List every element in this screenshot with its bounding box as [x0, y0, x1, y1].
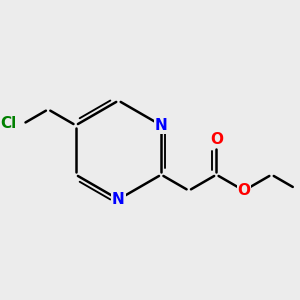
Text: N: N: [112, 192, 125, 207]
Text: N: N: [155, 118, 168, 133]
Text: Cl: Cl: [1, 116, 17, 131]
Text: O: O: [210, 132, 223, 147]
Text: O: O: [238, 183, 250, 198]
